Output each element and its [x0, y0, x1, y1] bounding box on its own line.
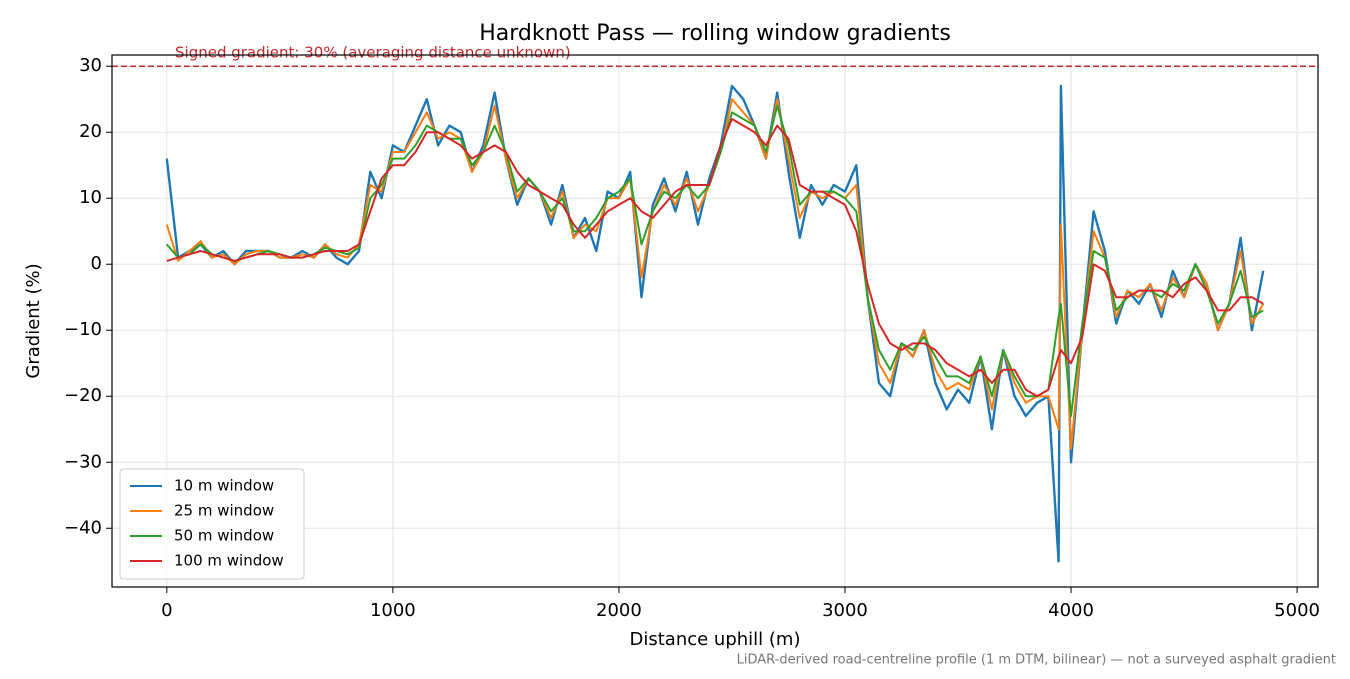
- legend-label: 50 m window: [174, 527, 274, 545]
- series-line: [166, 118, 1264, 398]
- x-axis-label: Distance uphill (m): [630, 629, 801, 650]
- x-tick-label: 1000: [370, 600, 416, 621]
- x-tick-label: 0: [161, 600, 172, 621]
- y-tick-label: −10: [64, 319, 102, 340]
- series-line: [166, 104, 1264, 417]
- y-tick-label: 30: [79, 55, 102, 76]
- y-tick-label: −30: [64, 451, 102, 472]
- chart-title: Hardknott Pass — rolling window gradient…: [479, 21, 951, 46]
- y-tick-label: 10: [79, 187, 102, 208]
- x-tick-label: 4000: [1048, 600, 1094, 621]
- reference-label: Signed gradient: 30% (averaging distance…: [175, 44, 571, 62]
- footnote: LiDAR-derived road-centreline profile (1…: [737, 653, 1336, 668]
- legend: 10 m window 25 m window 50 m window 100 m w…: [119, 468, 305, 580]
- y-axis-label: Gradient (%): [23, 263, 44, 378]
- y-tick-label: 0: [91, 253, 102, 274]
- legend-box: [119, 468, 305, 580]
- y-tick-label: −40: [64, 517, 102, 538]
- x-tick-label: 3000: [822, 600, 868, 621]
- y-tick-label: −20: [64, 385, 102, 406]
- legend-label: 10 m window: [174, 477, 274, 495]
- legend-label: 25 m window: [174, 502, 274, 520]
- x-tick-label: 5000: [1274, 600, 1320, 621]
- series-line: [165, 84, 1265, 563]
- legend-label: 100 m window: [174, 552, 284, 570]
- plot-frame: [111, 54, 1319, 588]
- x-tick-label: 2000: [596, 600, 642, 621]
- y-tick-label: 20: [79, 121, 102, 142]
